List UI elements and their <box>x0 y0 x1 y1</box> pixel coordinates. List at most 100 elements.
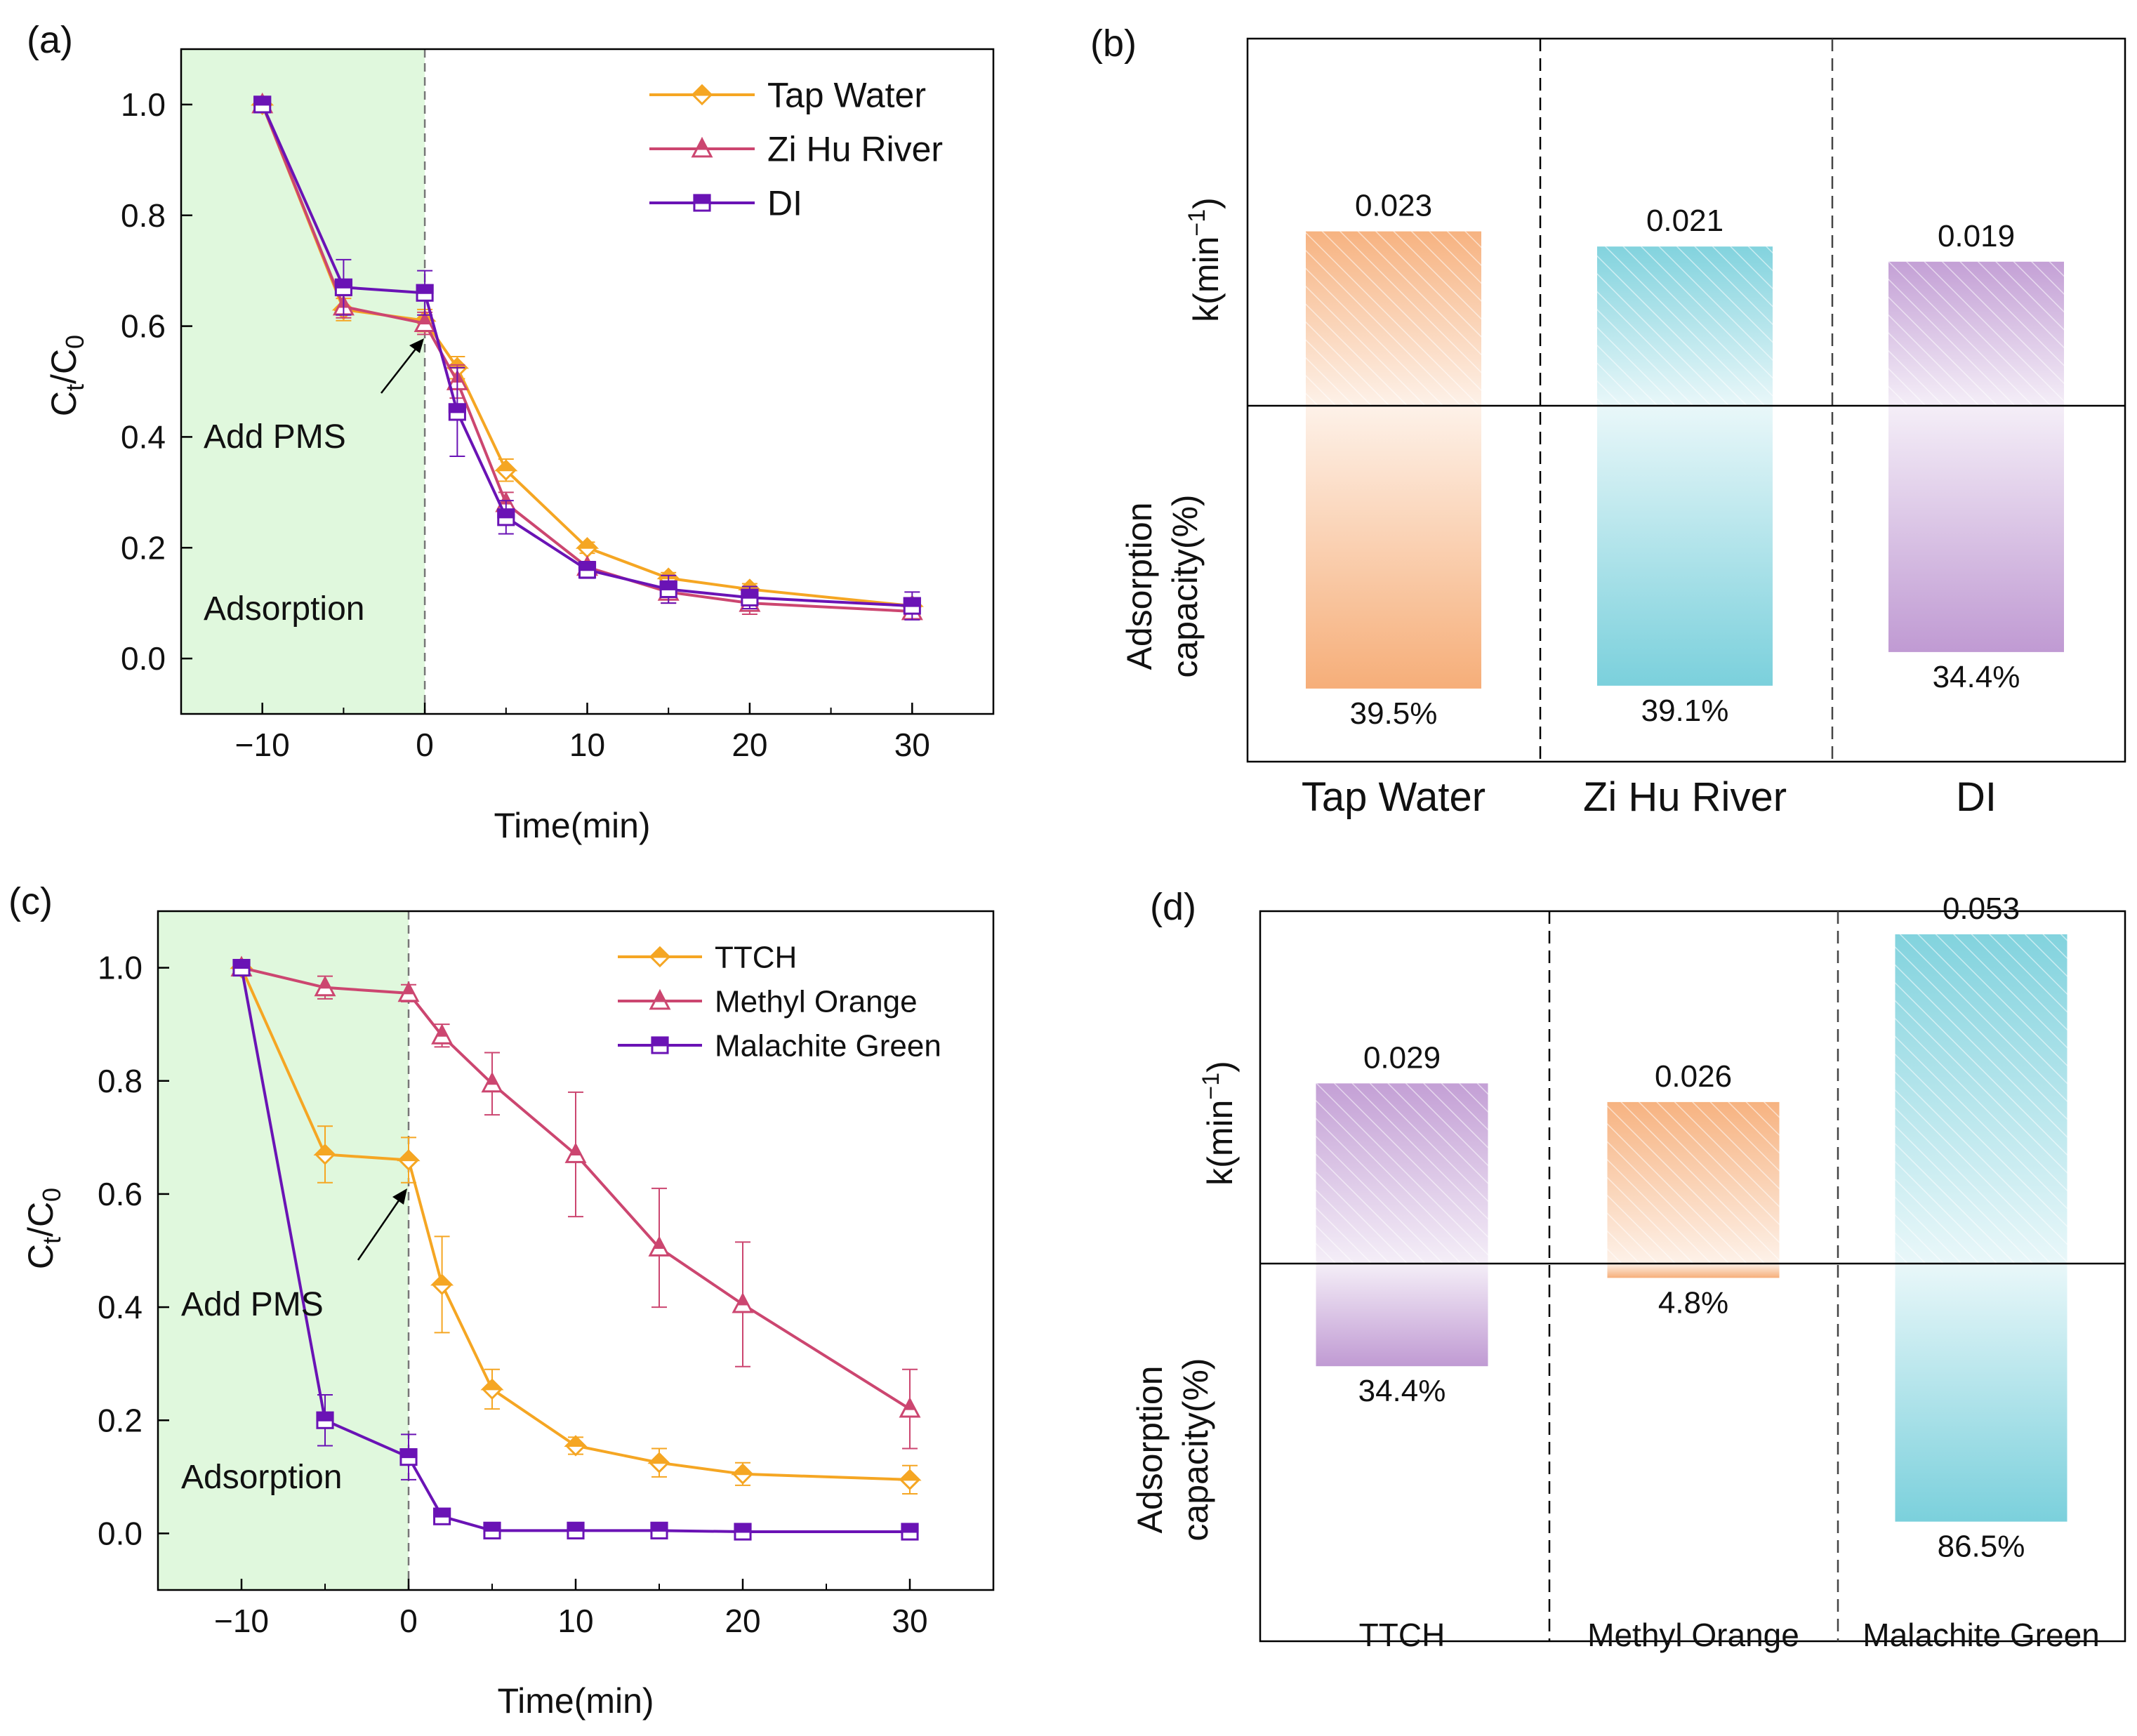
data-point-fill <box>483 1521 501 1532</box>
panel-d-bar-chart: (d) 0.029 34.4% TTCH 0.026 4.8% Methyl Orange… <box>1130 886 2126 1653</box>
panel-a-pms-arrow <box>381 341 422 394</box>
y-tick-label: 0.4 <box>98 1289 143 1325</box>
panel-a-x-axis-title: Time(min) <box>494 806 650 845</box>
data-point-fill <box>433 1507 451 1518</box>
k-value-label: 0.019 <box>1938 219 2015 253</box>
data-point-fill <box>494 459 518 472</box>
data-point-fill <box>659 580 677 590</box>
data-point-fill <box>313 1144 337 1156</box>
k-value-label: 0.053 <box>1943 892 2020 926</box>
bar-hatch <box>1316 1083 1488 1264</box>
y-tick-label: 0.8 <box>98 1063 143 1099</box>
data-point <box>480 1378 504 1400</box>
data-point-fill <box>575 537 600 549</box>
legend-label: Zi Hu River <box>767 130 943 169</box>
data-point-fill <box>430 1273 454 1286</box>
legend-label: Malachite Green <box>715 1028 941 1063</box>
panel-b-adsorption-axis-title-2: capacity(%) <box>1165 494 1205 677</box>
data-point-fill <box>901 1523 919 1533</box>
panel-c-letter: (c) <box>8 880 53 922</box>
data-point-fill <box>486 1071 498 1085</box>
x-tick-label: 20 <box>725 1603 760 1639</box>
data-point <box>659 580 677 598</box>
data-point <box>448 403 466 421</box>
category-label: Zi Hu River <box>1583 774 1787 820</box>
panel-b-adsorption-axis-title-1: Adsorption <box>1120 502 1159 670</box>
adsorption-value-label: 86.5% <box>1938 1530 2025 1564</box>
data-point <box>413 311 436 333</box>
k-value-label: 0.026 <box>1655 1059 1732 1094</box>
bar-hatch <box>1607 1101 1780 1264</box>
panel-c-adsorption-label: Adsorption <box>181 1459 342 1496</box>
data-point <box>494 459 518 481</box>
x-tick-label: 0 <box>416 727 434 763</box>
data-point <box>650 1521 668 1539</box>
data-point <box>903 597 921 615</box>
legend-marker-fill <box>654 988 666 1002</box>
data-point <box>567 1521 585 1539</box>
panel-a-x-axis: −10 0 10 20 30 <box>180 703 994 763</box>
data-point <box>731 1463 755 1485</box>
data-point <box>732 1292 754 1313</box>
adsorption-value-label: 34.4% <box>1358 1374 1446 1408</box>
data-point-fill <box>567 1521 585 1532</box>
panel-a-pms-arrowhead <box>409 338 424 353</box>
x-tick-label: 10 <box>557 1603 593 1639</box>
legend-marker-fill <box>696 136 708 150</box>
data-point <box>253 95 272 114</box>
panel-c-pms-arrowhead <box>392 1188 407 1205</box>
bar-hatch <box>1888 261 2064 406</box>
data-point <box>313 1144 337 1165</box>
data-point-fill <box>731 1463 755 1476</box>
panel-a-y-axis-title: Ct/C0 <box>44 335 89 416</box>
y-tick-label: 1.0 <box>121 86 166 123</box>
data-point-fill <box>399 1448 418 1459</box>
panel-c-legend: TTCH Methyl Orange Malachite Green <box>618 940 941 1063</box>
y-tick-label: 0.0 <box>121 640 166 677</box>
bar-malachite-green: 0.053 86.5% <box>1895 892 2067 1564</box>
data-point <box>481 1071 503 1093</box>
category-label: Methyl Orange <box>1587 1617 1799 1653</box>
y-tick-label: 1.0 <box>98 950 143 986</box>
data-point <box>430 1273 454 1295</box>
category-label: Tap Water <box>1302 774 1486 820</box>
data-point-fill <box>653 1235 666 1249</box>
data-point-fill <box>647 1452 671 1464</box>
data-point-fill <box>416 284 434 294</box>
panel-d-adsorption-axis-title-2: capacity(%) <box>1176 1358 1215 1541</box>
data-point-fill <box>903 597 921 607</box>
legend-marker-fill <box>693 194 711 204</box>
category-label: DI <box>1956 774 1997 820</box>
y-tick-label: 0.6 <box>121 308 166 345</box>
data-point <box>483 1521 501 1539</box>
data-point-fill <box>734 1523 752 1533</box>
panel-a-add-pms-label: Add PMS <box>204 418 346 456</box>
data-point <box>901 1523 919 1541</box>
data-point-fill <box>497 508 515 519</box>
panel-d-adsorption-axis-title-1: Adsorption <box>1130 1365 1170 1533</box>
legend-marker <box>648 946 672 968</box>
data-point-fill <box>402 981 415 995</box>
panel-c-x-axis-title: Time(min) <box>497 1681 654 1721</box>
panel-c-pms-arrow <box>357 1193 405 1261</box>
data-point-fill <box>904 1396 916 1410</box>
x-tick-label: 20 <box>732 727 767 763</box>
y-tick-label: 0.0 <box>98 1515 143 1551</box>
series-ttch <box>230 957 922 1495</box>
y-tick-label: 0.8 <box>121 197 166 234</box>
bar-tap-water: 0.023 39.5% <box>1306 189 1481 731</box>
data-point-fill <box>736 1292 749 1306</box>
bar-hatch <box>1597 246 1773 406</box>
bar-methyl-orange: 0.026 4.8% <box>1607 1059 1780 1320</box>
data-point-fill <box>578 561 597 571</box>
panel-a-series <box>251 92 924 621</box>
data-point-fill <box>564 1435 588 1447</box>
adsorption-value-label: 39.5% <box>1350 696 1438 731</box>
panel-c-add-pms-label: Add PMS <box>181 1286 324 1323</box>
data-point <box>399 1448 418 1466</box>
data-point-fill <box>650 1521 668 1532</box>
panel-a-y-axis: 0.0 0.2 0.4 0.6 0.8 1.0 <box>121 86 192 677</box>
panel-d-letter: (d) <box>1150 886 1196 928</box>
bar-hatch <box>1306 231 1481 406</box>
data-point <box>734 1523 752 1541</box>
